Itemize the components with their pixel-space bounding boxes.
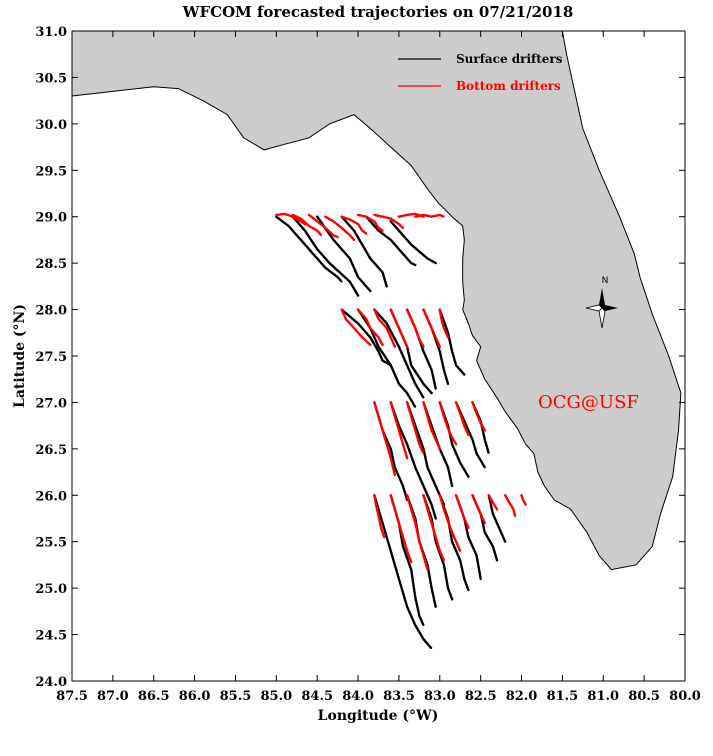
x-tick-label: 81.5 [547,689,579,704]
bottom-drifter-track-29 [471,494,486,525]
bottom-drifter-track-5 [356,213,384,232]
bottom-drifter-track-31 [504,494,517,517]
y-tick-label: 30.5 [35,71,67,86]
x-tick-label: 80.5 [628,689,660,704]
compass-rose-icon: N [585,276,618,329]
x-tick-label: 86.0 [179,689,211,704]
x-tick-label: 80.0 [669,689,701,704]
y-tick-label: 24.0 [35,675,67,690]
watermark-ocg-usf: OCG@USF [538,392,639,413]
surface-drifter-track-6 [340,308,392,367]
y-tick-label: 26.0 [35,489,67,504]
legend: Surface drifters Bottom drifters [398,52,563,93]
y-tick-label: 26.5 [35,443,67,458]
y-tick-label: 29.5 [35,164,67,179]
x-axis: 87.5 87.0 86.5 86.0 85.5 85.0 84.5 84.0 83.5 83.0… [56,31,701,704]
surface-drifter-track-5 [389,220,437,265]
y-tick-label: 29.0 [35,211,67,226]
surface-drifter-track-14 [389,401,437,520]
bottom-drifter-track-26 [422,494,446,562]
x-tick-label: 87.5 [56,689,88,704]
x-tick-label: 85.0 [260,689,292,704]
bottom-drifter-series [275,212,527,571]
x-tick-label: 83.0 [424,689,456,704]
bottom-drifter-track-0 [275,212,307,226]
bottom-drifter-track-13 [405,308,425,348]
bottom-drifter-track-3 [324,215,356,242]
surface-drifter-track-27 [487,494,507,543]
bottom-drifter-track-14 [422,308,441,348]
bottom-drifter-track-17 [389,401,409,460]
y-tick-label: 30.0 [35,118,67,133]
y-tick-label: 27.0 [35,396,67,411]
x-tick-label: 81.0 [587,689,619,704]
bottom-drifter-track-32 [520,494,527,506]
bottom-drifter-track-15 [438,308,450,339]
x-tick-label: 87.0 [97,689,129,704]
x-tick-label: 86.5 [138,689,170,704]
y-tick-label: 28.0 [35,304,67,319]
y-tick-label: 25.0 [35,582,67,597]
x-axis-label: Longitude (°W) [318,708,439,724]
bottom-drifter-track-4 [340,215,368,235]
bottom-drifter-track-10 [356,308,384,347]
bottom-drifter-track-1 [291,213,323,237]
bottom-drifter-track-21 [454,401,470,437]
bottom-drifter-track-6 [373,213,405,230]
legend-surface-label: Surface drifters [456,52,563,66]
bottom-drifter-track-28 [454,494,470,529]
surface-drifter-track-15 [405,401,446,506]
florida-land-polygon [71,30,682,571]
y-tick-label: 27.5 [35,350,67,365]
bottom-drifter-track-2 [307,213,339,239]
land-mass [71,30,682,571]
legend-bottom-label: Bottom drifters [456,79,561,93]
x-tick-label: 82.0 [506,689,538,704]
bottom-drifter-track-23 [373,494,386,539]
surface-drifter-track-20 [373,494,433,650]
bottom-drifter-track-11 [373,308,396,348]
x-tick-label: 84.0 [342,689,374,704]
bottom-drifter-track-12 [389,308,409,348]
bottom-drifter-track-27 [438,494,462,553]
bottom-drifter-track-25 [405,494,429,571]
bottom-drifter-track-30 [487,494,499,511]
y-axis-label: Latitude (°N) [12,304,28,408]
surface-drifter-track-1 [291,215,360,297]
surface-drifter-track-4 [365,215,417,267]
bottom-drifter-track-22 [471,401,486,432]
surface-drifter-track-3 [340,215,388,288]
bottom-drifter-track-18 [405,401,425,455]
x-tick-label: 83.5 [383,689,415,704]
y-tick-label: 24.5 [35,629,67,644]
x-tick-label: 82.5 [465,689,497,704]
bottom-drifter-track-24 [389,494,413,564]
x-tick-label: 84.5 [301,689,333,704]
surface-drifter-track-12 [438,308,466,376]
surface-drifter-track-8 [373,308,425,399]
bottom-drifter-track-20 [438,401,458,446]
drifter-tracks [275,212,527,650]
surface-drifter-track-0 [275,215,343,283]
bottom-drifter-track-9 [340,308,372,347]
surface-drifter-track-2 [316,215,372,293]
compass-north-label: N [602,276,609,286]
x-tick-label: 85.5 [220,689,252,704]
y-tick-label: 28.5 [35,257,67,272]
y-tick-label: 31.0 [35,25,67,40]
bottom-drifter-track-16 [373,401,396,477]
bottom-drifter-track-8 [414,213,446,218]
y-axis: 31.0 30.5 30.0 29.5 29.0 28.5 28.0 27.5 27.0 26.5… [35,25,685,690]
y-tick-label: 25.5 [35,536,67,551]
map-title: WFCOM forecasted trajectories on 07/21/2… [182,3,574,21]
bottom-drifter-track-19 [422,401,441,451]
